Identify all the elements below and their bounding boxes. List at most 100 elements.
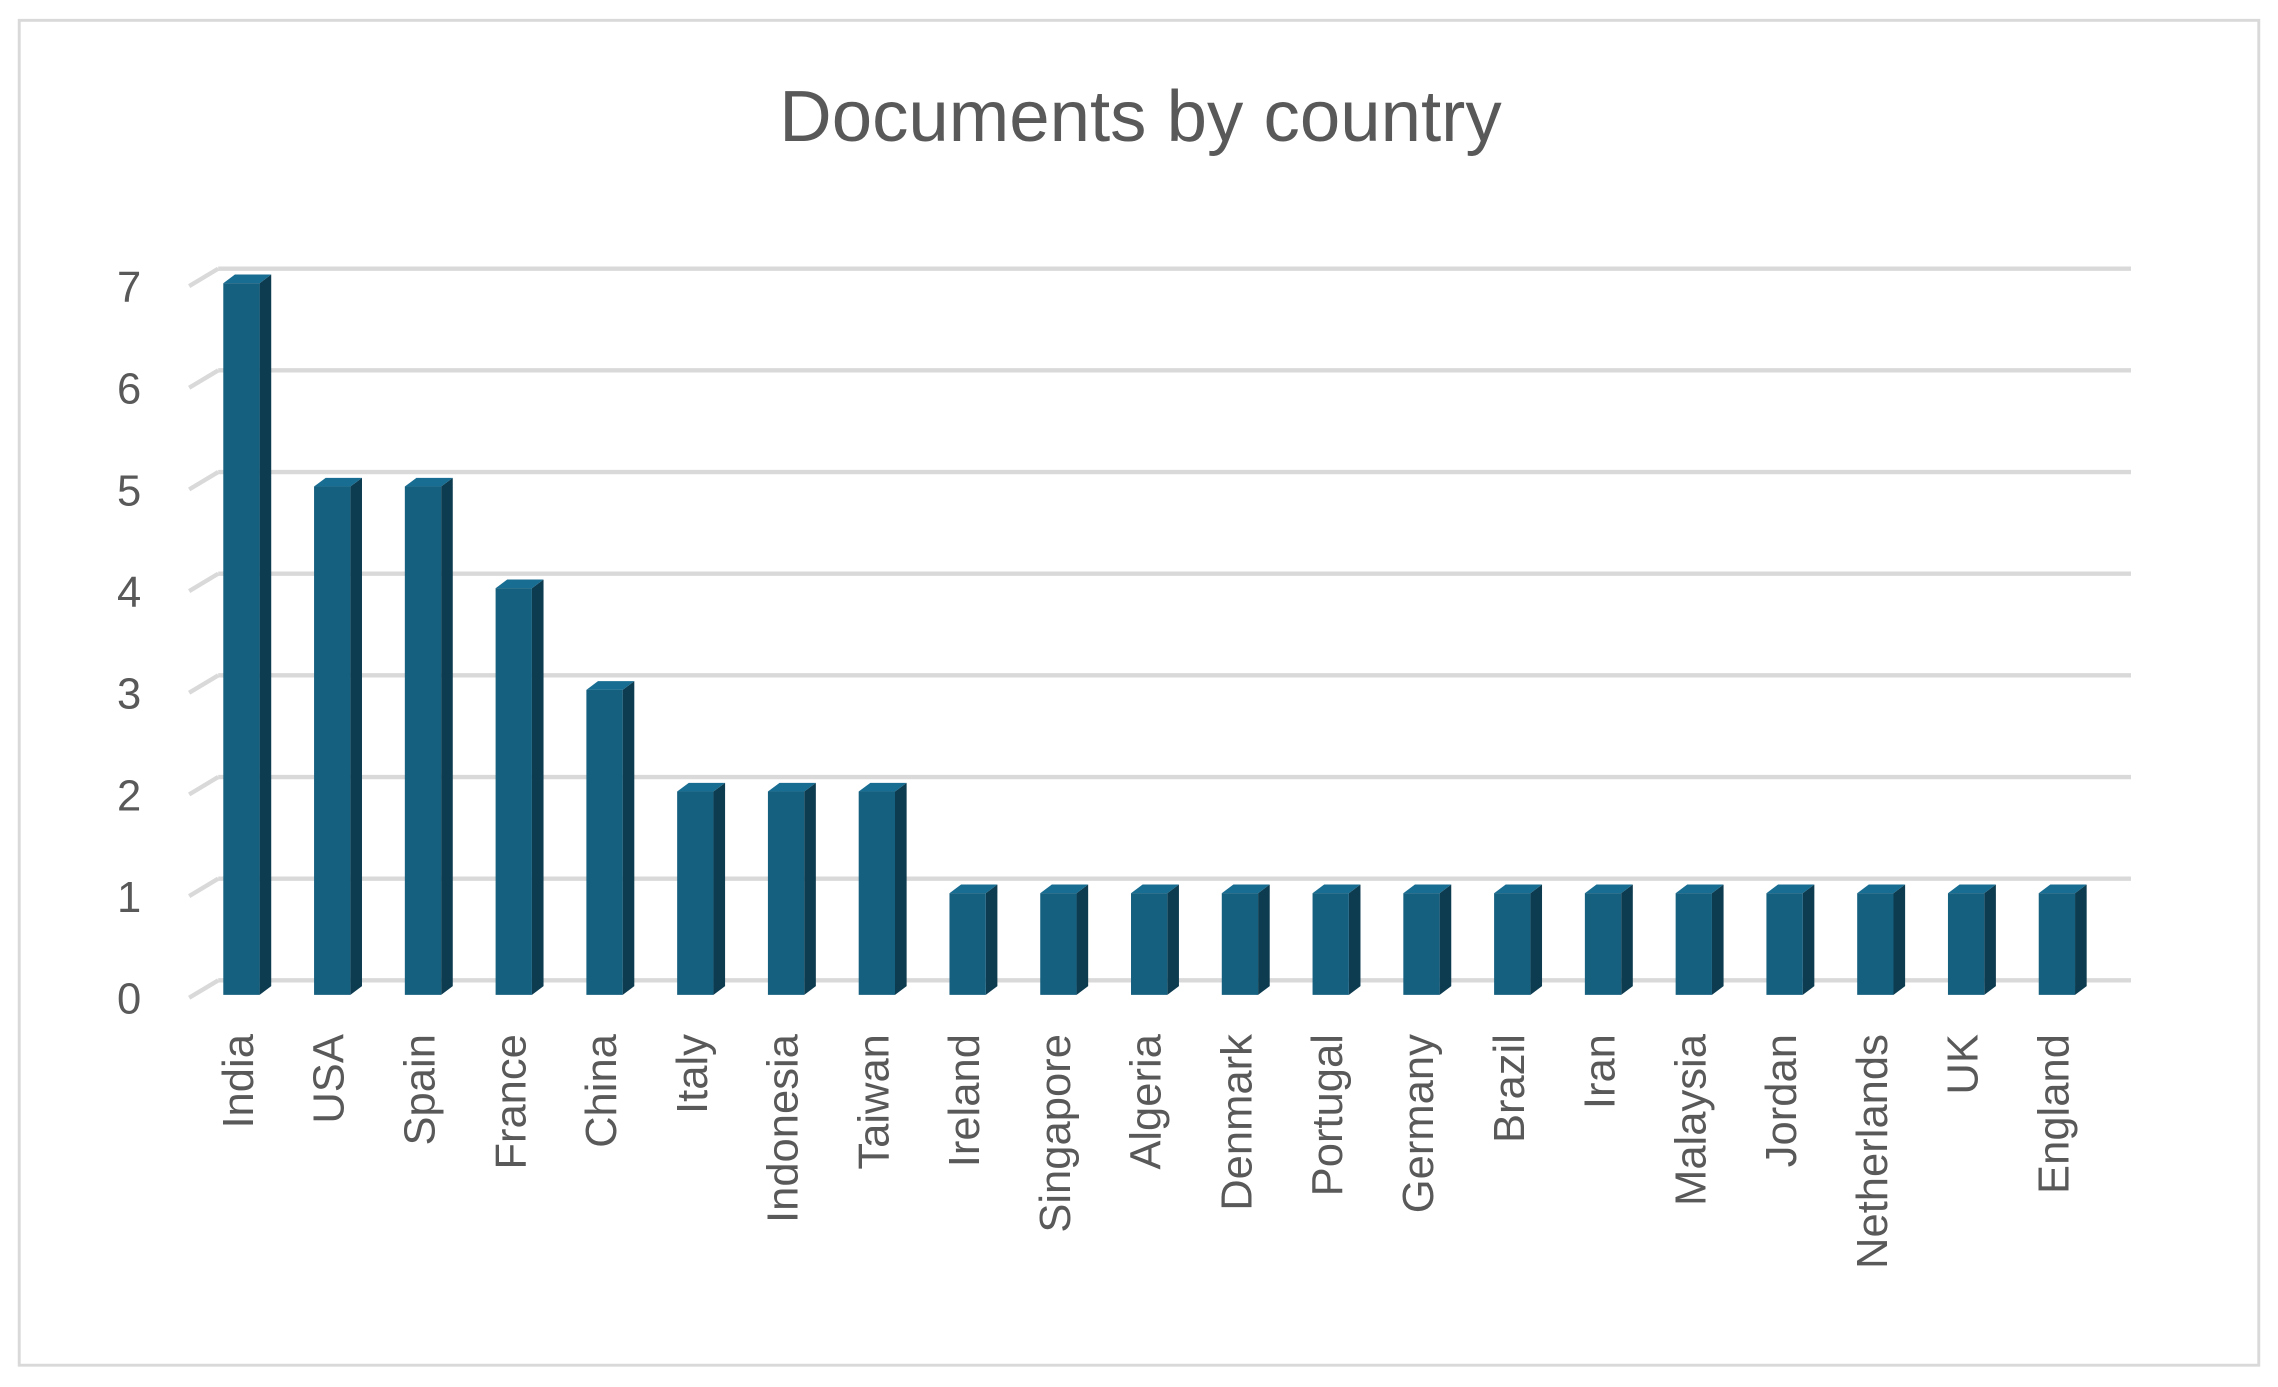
y-tick-label: 5 [117,467,141,515]
bar-front [1221,893,1259,995]
bar [677,782,726,995]
bar [1675,884,1724,995]
bar [223,274,272,995]
bar [1131,884,1179,995]
bar-front [1675,893,1712,995]
bar-top [677,782,726,792]
bar-side [985,884,998,995]
bar-top [1403,884,1452,894]
bar-side [1711,884,1724,995]
bar [1221,884,1270,995]
bar [949,884,998,995]
bar-top [949,884,998,894]
grid-line-edge [188,266,220,288]
bar-side [350,477,362,995]
bar [1494,884,1543,995]
bar-front [1947,893,1985,995]
bar [1040,884,1089,995]
grid-line-edge [188,368,220,390]
y-tick-label: 4 [117,569,141,617]
x-tick-label: Germany [1395,1034,1443,1213]
bar-top [1857,884,1906,894]
x-tick-label: Portugal [1304,1034,1352,1196]
x-tick-label: Singapore [1032,1034,1080,1233]
bar [404,477,453,995]
bar-top [858,782,907,792]
bar [586,681,635,995]
bar-side [895,782,907,995]
bar-side [1167,884,1179,995]
bar-side [622,681,635,995]
bar-front [404,486,442,995]
x-tick-label: Indonesia [760,1033,808,1223]
x-tick-label: Netherlands [1849,1034,1897,1269]
y-tick-label: 1 [117,874,141,922]
bar [767,782,816,995]
bar-top [2038,884,2087,894]
bar-top [1312,884,1361,894]
bar-side [1439,884,1452,995]
bar-side [1893,884,1906,995]
grid-line-edge [188,978,220,1000]
x-tick-label: Spain [397,1034,445,1145]
x-tick-label: England [2030,1034,2078,1194]
bar-side [1076,884,1089,995]
x-tick-label: France [487,1034,535,1170]
y-tick-label: 3 [117,671,141,719]
bar-front [1766,893,1803,995]
bar-top [1766,884,1815,894]
bar [858,782,907,995]
bar-side [1530,884,1543,995]
grid-line-edge [188,673,220,695]
y-tick-label: 2 [117,772,141,820]
bar-front [949,893,986,995]
bar-front [586,689,623,995]
bar-top [1584,884,1633,894]
bar-front [1403,893,1440,995]
bar [314,477,362,995]
chart-border [17,18,2261,1367]
bar [2038,884,2087,995]
grid-line-edge [188,571,220,593]
bar-top [1221,884,1270,894]
bar [495,579,544,995]
bar-front [1857,893,1894,995]
bar-top [404,477,453,487]
x-tick-label: Denmark [1213,1034,1261,1211]
bar-front [2038,893,2076,995]
bar-side [441,477,453,995]
bar-top [1494,884,1543,894]
x-tick-label: USA [306,1034,354,1124]
bar-side [1258,884,1270,995]
x-tick-label: Algeria [1123,1033,1171,1169]
bar-front [1494,893,1531,995]
bar-top [586,681,635,690]
x-tick-label: India [215,1033,263,1128]
bar-top [767,782,816,792]
x-tick-label: Italy [669,1034,717,1114]
bar-top [1675,884,1724,894]
bar [1403,884,1452,995]
grid-line-edge [188,470,220,492]
y-tick-label: 7 [117,264,141,312]
bar-side [1348,884,1361,995]
x-tick-label: Iran [1577,1034,1625,1109]
bar-front [495,588,532,995]
bar [1312,884,1361,995]
bar-front [223,283,260,995]
bar-side [259,274,272,995]
bar-side [1621,884,1633,995]
bar-side [2075,884,2087,995]
bar-side [713,782,726,995]
x-tick-label: Taiwan [850,1034,898,1170]
bar-side [531,579,544,995]
bar-front [767,791,805,995]
bar-front [1584,893,1622,995]
y-tick-label: 6 [117,366,141,414]
bar-front [1312,893,1349,995]
bar-side [804,782,816,995]
grid-line-edge [188,775,220,797]
bar-top [223,274,272,284]
y-tick-label: 0 [117,976,141,1024]
